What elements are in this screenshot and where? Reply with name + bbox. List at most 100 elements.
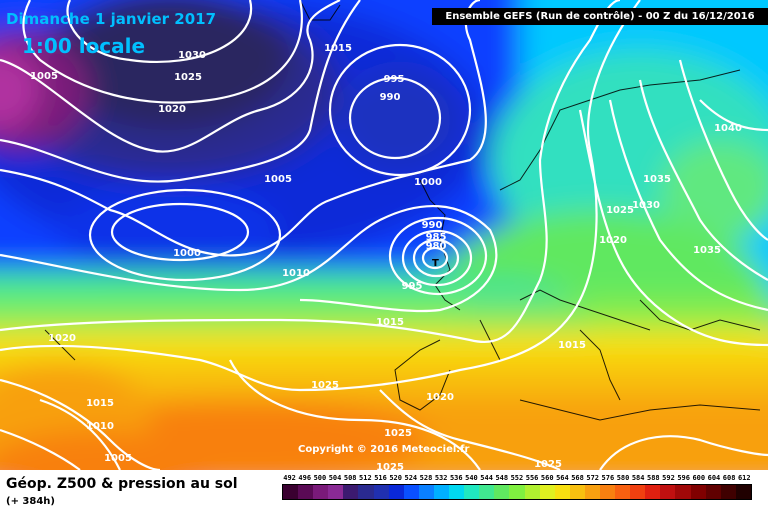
scale-swatch [433, 485, 450, 499]
scale-label: 596 [677, 474, 690, 482]
scale-swatch [524, 485, 540, 499]
isobar-label: 990 [380, 92, 401, 103]
scale-label: 548 [495, 474, 509, 482]
isobar-label: 1040 [714, 123, 742, 134]
lead-time: (+ 384h) [6, 496, 55, 507]
scale-label: 532 [434, 474, 448, 482]
scale-label: 528 [419, 474, 433, 482]
scale-swatch [615, 485, 631, 499]
scale-label: 536 [449, 474, 463, 482]
scale-label: 492 [283, 474, 296, 482]
isobar-label: 1015 [558, 340, 586, 351]
scale-label: 600 [692, 474, 706, 482]
isobar-label: 1020 [48, 333, 76, 344]
scale-label: 568 [571, 474, 584, 482]
scale-swatch [418, 485, 434, 499]
scale-label: 496 [298, 474, 312, 482]
isobar-label: 1015 [324, 43, 352, 54]
isobar-label: 1010 [282, 268, 310, 279]
variable-title: Géop. Z500 & pression au sol [6, 476, 238, 492]
scale-swatch [283, 485, 299, 499]
scale-label: 584 [631, 474, 645, 482]
isobar-label: 1030 [632, 200, 660, 211]
isobar-label: 1010 [86, 421, 114, 432]
scale-label: 588 [647, 474, 660, 482]
scale-labels: 492 496 500 504 508 512 516 520 524 528 532 536 540 5… [282, 472, 752, 484]
low-center-marker: T [432, 258, 439, 269]
scale-label: 556 [525, 474, 539, 482]
footer-panel: Géop. Z500 & pression au sol (+ 384h) 49… [0, 470, 768, 512]
scale-swatch [373, 485, 389, 499]
isobar-label: 1000 [173, 248, 201, 259]
isobar-label: 1020 [426, 392, 454, 403]
isobar-label: 990 [422, 220, 443, 231]
isobar-label: 1025 [384, 428, 412, 439]
isobar-label: 1025 [311, 380, 339, 391]
scale-swatch [358, 485, 374, 499]
scale-label: 520 [389, 474, 402, 482]
scale-swatch [630, 485, 646, 499]
scale-label: 560 [540, 474, 554, 482]
scale-label: 516 [374, 474, 387, 482]
scale-swatch [403, 485, 419, 499]
isobar-label: 995 [402, 281, 423, 292]
isobar-label: 1000 [414, 177, 442, 188]
weather-map: 1030 1025 1005 1020 1015 995 990 1005 1000 1000 10… [0, 0, 768, 470]
scale-label: 552 [510, 474, 524, 482]
isobar-label: 995 [384, 74, 405, 85]
scale-label: 500 [313, 474, 327, 482]
scale-label: 524 [404, 474, 418, 482]
run-info-banner: Ensemble GEFS (Run de contrôle) - 00 Z d… [432, 8, 768, 25]
scale-swatch [660, 485, 676, 499]
coastlines [44, 0, 761, 421]
scale-label: 544 [480, 474, 493, 482]
scale-swatch [690, 485, 706, 499]
forecast-time: 1:00 locale [22, 34, 146, 58]
isobar-label: 1025 [376, 462, 404, 470]
scale-swatch [343, 485, 359, 499]
forecast-date: Dimanche 1 janvier 2017 [6, 10, 217, 28]
isobar-label: 1030 [178, 50, 206, 61]
isobar-label: 1020 [158, 104, 186, 115]
isobar-label: 1035 [643, 174, 671, 185]
isobar-label: 1035 [693, 245, 721, 256]
scale-swatch [735, 485, 751, 499]
isobar-label: 1025 [174, 72, 202, 83]
isobar-label: 1005 [104, 453, 132, 464]
scale-swatch [539, 485, 555, 499]
scale-swatch [720, 485, 736, 499]
scale-label: 564 [556, 474, 569, 482]
scale-swatch [449, 485, 465, 499]
scale-swatch [645, 485, 661, 499]
isobar-label: 1005 [264, 174, 292, 185]
scale-label: 512 [359, 474, 372, 482]
scale-swatch [599, 485, 616, 499]
isobar-label: 1020 [599, 235, 627, 246]
scale-label: 592 [662, 474, 675, 482]
scale-label: 612 [737, 474, 751, 482]
scale-swatch [584, 485, 600, 499]
isobar-label: 980 [426, 241, 447, 252]
isobar-label: 1015 [86, 398, 114, 409]
scale-swatch [328, 485, 344, 499]
scale-swatch [509, 485, 525, 499]
scale-label: 608 [722, 474, 736, 482]
color-scale-legend: 492 496 500 504 508 512 516 520 524 528 532 536 540 5… [282, 472, 752, 500]
scale-label: 576 [601, 474, 615, 482]
scale-swatch [298, 485, 314, 499]
scale-swatch [494, 485, 510, 499]
scale-label: 504 [328, 474, 342, 482]
scale-bar [282, 484, 752, 500]
scale-label: 572 [586, 474, 600, 482]
scale-label: 508 [343, 474, 357, 482]
scale-swatch [554, 485, 570, 499]
scale-label: 580 [616, 474, 630, 482]
scale-swatch [464, 485, 480, 499]
scale-label: 604 [707, 474, 721, 482]
scale-label: 540 [465, 474, 478, 482]
scale-swatch [705, 485, 721, 499]
isobar-label: 1025 [606, 205, 634, 216]
geopotential-field [0, 0, 768, 470]
isobar-label: 1005 [30, 71, 58, 82]
